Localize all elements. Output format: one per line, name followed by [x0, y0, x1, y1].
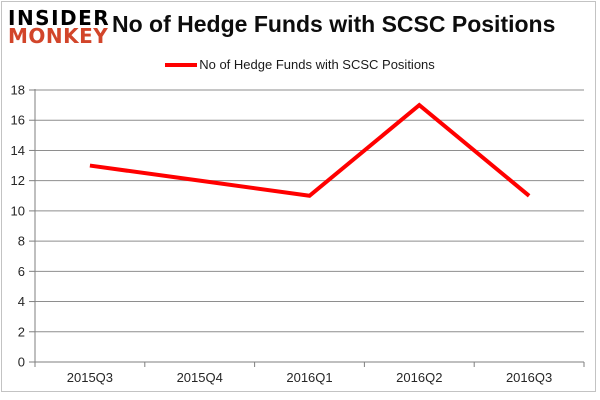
- series-line: [89, 102, 531, 198]
- legend-series-label: No of Hedge Funds with SCSC Positions: [199, 57, 435, 72]
- y-tick-label: 14: [11, 143, 25, 158]
- x-tick-label: 2015Q4: [177, 370, 223, 385]
- y-tick-label: 4: [18, 294, 25, 309]
- legend-line-swatch: [165, 62, 198, 67]
- y-tick-label: 6: [18, 264, 25, 279]
- insider-monkey-logo: INSIDER MONKEY: [8, 6, 116, 48]
- chart-legend: No of Hedge Funds with SCSC Positions: [0, 57, 600, 72]
- y-tick-label: 18: [11, 83, 25, 98]
- x-tick-label: 2016Q3: [506, 370, 552, 385]
- y-tick-label: 12: [11, 173, 25, 188]
- x-tick-label: 2015Q3: [67, 370, 113, 385]
- y-tick-label: 2: [18, 324, 25, 339]
- y-tick-label: 0: [18, 355, 25, 370]
- logo-word-insider: INSIDER: [8, 6, 111, 30]
- logo-word-monkey: MONKEY: [8, 24, 109, 48]
- x-tick-label: 2016Q2: [396, 370, 442, 385]
- y-tick-label: 10: [11, 203, 25, 218]
- chart-title: No of Hedge Funds with SCSC Positions: [112, 11, 556, 37]
- x-tick-label: 2016Q1: [286, 370, 332, 385]
- y-tick-label: 16: [11, 113, 25, 128]
- y-tick-label: 8: [18, 234, 25, 249]
